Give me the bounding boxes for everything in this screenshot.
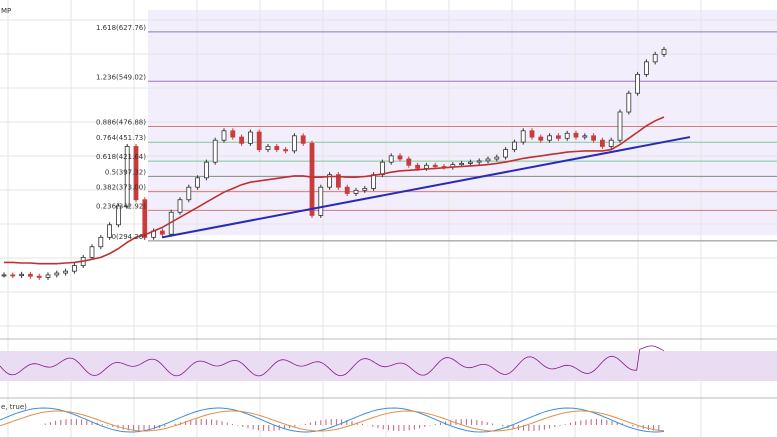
rsi-indicator xyxy=(0,345,665,377)
candle-body xyxy=(309,142,315,216)
candle-body xyxy=(265,146,271,150)
candle-body xyxy=(27,273,33,277)
macd-label: e, true) xyxy=(1,403,27,411)
fib-label: 0.5(397.32) xyxy=(105,168,146,176)
candle-body xyxy=(1,274,7,277)
candle-body xyxy=(608,139,614,147)
macd-line xyxy=(0,407,665,433)
candle-body xyxy=(423,164,429,169)
candle-body xyxy=(98,236,104,248)
signal-line xyxy=(0,410,665,432)
candle-body xyxy=(406,158,412,166)
candle-body xyxy=(36,275,42,278)
candle-body xyxy=(617,111,623,141)
candle-body xyxy=(63,270,68,274)
candle-body xyxy=(520,130,526,143)
candle-body xyxy=(247,131,253,144)
candle-body xyxy=(397,155,403,160)
candle-body xyxy=(459,162,465,166)
macd-indicator xyxy=(0,407,665,433)
candle-body xyxy=(573,132,579,138)
candle-body xyxy=(661,48,667,55)
candle-body xyxy=(635,74,640,94)
candle-body xyxy=(283,149,289,152)
fib-label: 0.382(373.00) xyxy=(96,184,146,192)
candle-body xyxy=(203,161,209,179)
candle-body xyxy=(186,186,192,201)
candle-body xyxy=(503,149,509,158)
candle-body xyxy=(327,174,333,188)
symbol-label: MP xyxy=(1,7,11,15)
candle-body xyxy=(476,160,482,163)
candle-body xyxy=(485,158,491,162)
fib-label: 1.236(549.02) xyxy=(96,73,146,81)
candle-body xyxy=(124,146,130,207)
fib-label: 0.886(476.88) xyxy=(96,118,146,126)
candle-body xyxy=(10,274,16,277)
candle-body xyxy=(72,265,77,272)
candle-body xyxy=(239,136,245,144)
candle-body xyxy=(371,174,377,189)
candle-body xyxy=(300,135,306,144)
rsi-line xyxy=(0,345,665,377)
candle-body xyxy=(538,136,544,141)
candle-body xyxy=(54,272,60,276)
candle-body xyxy=(556,135,561,139)
fib-label: 0.764(451.73) xyxy=(96,134,146,142)
candles xyxy=(1,46,667,280)
support-trendline xyxy=(161,136,691,239)
candle-body xyxy=(195,177,201,188)
candle-body xyxy=(362,188,368,191)
fib-label: 0.618(421.64) xyxy=(96,153,146,161)
candle-body xyxy=(19,273,25,276)
candle-body xyxy=(512,141,517,151)
candle-body xyxy=(133,146,139,201)
candle-body xyxy=(388,155,394,163)
candle-body xyxy=(230,130,236,138)
candle-body xyxy=(432,164,438,167)
candle-body xyxy=(274,146,280,150)
candle-body xyxy=(212,139,218,163)
candle-body xyxy=(626,92,632,113)
candle-body xyxy=(652,53,658,63)
candle-body xyxy=(221,130,227,141)
candle-body xyxy=(564,132,570,139)
candle-body xyxy=(582,135,588,138)
fib-label: 0.236(342.92) xyxy=(96,202,146,210)
candle-body xyxy=(116,205,121,226)
candle-body xyxy=(547,135,552,141)
candle-body xyxy=(379,161,385,176)
fib-label: 0(294.26) xyxy=(112,233,147,241)
candle-body xyxy=(494,156,500,160)
candle-body xyxy=(529,130,535,138)
candle-body xyxy=(353,189,359,194)
fibonacci-levels xyxy=(148,31,777,242)
fib-label: 1.618(627.76) xyxy=(96,24,146,32)
candle-body xyxy=(291,135,297,152)
candle-body xyxy=(591,135,596,141)
candle-body xyxy=(335,174,341,188)
candle-body xyxy=(415,164,421,169)
candle-body xyxy=(107,224,112,238)
candle-body xyxy=(142,199,148,238)
fibonacci-labels: 1.618(627.76) 1.236(549.02) 0.886(476.88) 0… xyxy=(96,24,146,241)
candle-body xyxy=(600,139,605,147)
candle-body xyxy=(159,230,165,235)
candle-body xyxy=(177,199,183,213)
candle-body xyxy=(318,186,324,216)
overlay-lines xyxy=(4,116,691,265)
candle-body xyxy=(45,274,51,278)
candle-body xyxy=(467,161,473,164)
candle-body xyxy=(344,186,350,194)
candle-body xyxy=(644,61,649,75)
candle-body xyxy=(256,131,262,150)
moving-average-line xyxy=(4,116,665,265)
candle-body xyxy=(89,246,95,258)
